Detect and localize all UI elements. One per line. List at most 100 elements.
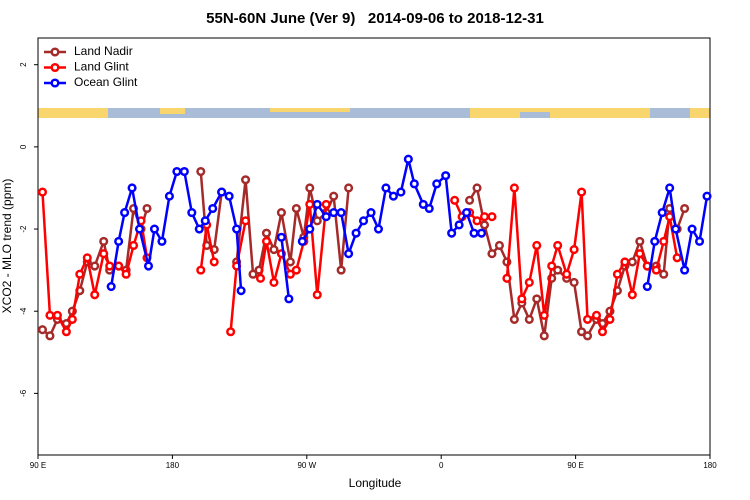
- data-point: [635, 236, 645, 246]
- data-point: [366, 208, 376, 218]
- data-point: [99, 249, 109, 259]
- data-point: [241, 175, 251, 185]
- legend-label: Land Nadir: [74, 44, 133, 58]
- x-tick-label: 90 E: [567, 461, 583, 470]
- data-point: [539, 331, 549, 341]
- data-point: [329, 191, 339, 201]
- data-point: [106, 282, 116, 292]
- data-point: [291, 265, 301, 275]
- data-point: [517, 294, 527, 304]
- data-point: [232, 224, 242, 234]
- legend-label: Land Glint: [74, 60, 129, 74]
- data-point: [665, 212, 675, 222]
- data-point: [680, 203, 690, 214]
- data-point: [142, 203, 152, 214]
- data-point: [329, 208, 339, 218]
- data-point: [502, 273, 512, 283]
- data-point: [694, 236, 705, 246]
- data-point: [627, 257, 637, 267]
- data-point: [344, 249, 354, 259]
- data-point: [269, 277, 279, 287]
- data-point: [702, 191, 712, 201]
- data-point: [577, 327, 587, 337]
- data-point: [671, 224, 681, 234]
- data-point: [61, 327, 71, 337]
- data-point: [336, 265, 346, 275]
- data-point: [620, 257, 630, 267]
- data-point: [672, 253, 682, 263]
- data-point: [157, 236, 167, 246]
- data-point: [105, 261, 115, 271]
- data-point: [358, 216, 369, 226]
- data-point: [597, 327, 608, 337]
- data-point: [665, 183, 675, 193]
- y-tick-label: -6: [19, 389, 28, 397]
- data-point: [285, 257, 295, 267]
- data-point: [121, 269, 131, 279]
- data-point: [388, 191, 398, 201]
- data-point: [373, 224, 384, 234]
- y-tick-label: 0: [19, 144, 28, 149]
- data-point: [226, 327, 236, 337]
- data-point: [479, 212, 490, 222]
- x-tick-label: 180: [703, 461, 717, 470]
- data-point: [248, 269, 258, 279]
- data-point: [312, 216, 322, 226]
- data-point: [224, 191, 234, 201]
- data-point: [312, 199, 322, 209]
- data-point: [269, 245, 279, 255]
- data-point: [509, 183, 519, 193]
- data-point: [591, 310, 602, 320]
- data-point: [627, 290, 637, 300]
- data-point: [659, 236, 669, 246]
- data-point: [532, 294, 542, 304]
- data-point: [476, 228, 487, 238]
- data-point: [261, 228, 272, 238]
- data-point: [241, 216, 251, 226]
- y-tick-label: 2: [19, 62, 28, 67]
- data-point: [424, 203, 434, 214]
- data-point: [553, 265, 563, 275]
- data-point: [409, 179, 419, 189]
- legend-marker: [50, 78, 60, 88]
- data-point: [441, 171, 451, 181]
- data-point: [172, 166, 182, 177]
- data-point: [454, 220, 464, 230]
- data-point: [469, 228, 479, 238]
- data-point: [447, 228, 457, 238]
- data-point: [418, 199, 428, 209]
- data-point: [321, 199, 331, 209]
- data-point: [82, 253, 92, 263]
- data-point: [432, 179, 442, 189]
- data-point: [312, 290, 322, 300]
- data-point: [547, 261, 557, 271]
- chart-title: 55N-60N June (Ver 9) 2014-09-06 to 2018-…: [206, 10, 544, 27]
- data-point: [472, 183, 482, 193]
- data-point: [577, 187, 587, 197]
- data-point: [37, 325, 48, 335]
- data-point: [344, 183, 354, 193]
- y-tick-label: -4: [19, 307, 28, 315]
- data-point: [164, 191, 174, 201]
- data-point: [37, 187, 48, 197]
- data-point: [196, 265, 206, 275]
- data-point: [99, 236, 109, 246]
- data-point: [569, 245, 579, 255]
- data-point: [305, 199, 315, 209]
- data-point: [612, 269, 622, 279]
- data-point: [651, 265, 661, 275]
- x-tick-label: 90 E: [30, 461, 46, 470]
- data-point: [487, 212, 497, 222]
- data-point: [179, 166, 189, 177]
- data-point: [569, 277, 579, 287]
- data-point: [208, 203, 218, 214]
- data-point: [305, 224, 315, 234]
- data-point: [450, 195, 460, 205]
- data-point: [129, 240, 139, 251]
- data-point: [284, 294, 294, 304]
- data-point: [650, 236, 660, 246]
- data-point: [605, 314, 615, 324]
- data-point: [562, 269, 572, 279]
- data-point: [217, 187, 227, 197]
- data-point: [127, 183, 137, 193]
